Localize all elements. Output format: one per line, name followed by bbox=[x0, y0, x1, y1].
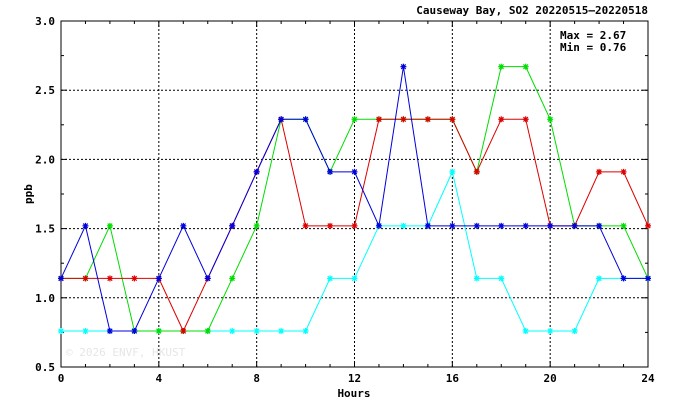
y-axis-label: ppb bbox=[22, 184, 35, 204]
data-point bbox=[449, 116, 456, 123]
data-point bbox=[82, 275, 89, 282]
y-tick-label: 2.5 bbox=[35, 84, 55, 97]
data-point bbox=[620, 275, 627, 282]
data-point bbox=[302, 222, 309, 229]
x-tick-label: 16 bbox=[446, 372, 460, 385]
data-point bbox=[400, 222, 407, 229]
x-axis-label: Hours bbox=[337, 387, 370, 400]
data-point bbox=[106, 328, 113, 335]
data-point bbox=[522, 222, 529, 229]
x-tick-label: 24 bbox=[641, 372, 655, 385]
data-point bbox=[278, 328, 285, 335]
data-point bbox=[424, 222, 431, 229]
data-point bbox=[229, 275, 236, 282]
chart-title: Causeway Bay, SO2 20220515–20220518 bbox=[416, 4, 648, 17]
data-point bbox=[58, 275, 64, 282]
data-point bbox=[400, 63, 407, 70]
data-point bbox=[278, 116, 285, 123]
y-tick-label: 1.0 bbox=[35, 292, 55, 305]
data-point bbox=[498, 63, 505, 70]
x-tick-label: 12 bbox=[348, 372, 361, 385]
x-tick-label: 4 bbox=[156, 372, 163, 385]
data-point bbox=[155, 275, 162, 282]
data-point bbox=[571, 222, 578, 229]
data-point bbox=[106, 222, 113, 229]
data-point bbox=[498, 116, 505, 123]
y-axis: 0.5 1.0 1.5 2.0 2.5 3.0 bbox=[35, 15, 648, 374]
x-tick-label: 20 bbox=[544, 372, 557, 385]
data-point bbox=[571, 328, 578, 335]
data-point bbox=[498, 222, 505, 229]
min-annotation: Min = 0.76 bbox=[560, 41, 627, 54]
data-point bbox=[400, 116, 407, 123]
x-tick-label: 0 bbox=[58, 372, 65, 385]
data-point bbox=[449, 222, 456, 229]
x-tick-label: 8 bbox=[253, 372, 260, 385]
data-point bbox=[351, 168, 358, 175]
data-point bbox=[522, 116, 529, 123]
data-point bbox=[131, 328, 138, 335]
data-point bbox=[547, 116, 554, 123]
series-line bbox=[61, 170, 648, 332]
data-point bbox=[131, 275, 138, 282]
data-point bbox=[547, 328, 554, 335]
data-point bbox=[473, 275, 480, 282]
data-point bbox=[498, 275, 505, 282]
data-point bbox=[327, 168, 334, 175]
y-tick-label: 0.5 bbox=[35, 361, 55, 374]
x-axis: 0 4 8 12 16 20 24 bbox=[58, 21, 655, 385]
series-group bbox=[58, 63, 651, 335]
y-tick-label: 3.0 bbox=[35, 15, 55, 28]
data-point bbox=[522, 63, 529, 70]
data-point bbox=[229, 222, 236, 229]
data-point bbox=[596, 168, 603, 175]
data-point bbox=[229, 328, 236, 335]
data-point bbox=[327, 275, 334, 282]
data-point bbox=[302, 116, 309, 123]
data-point bbox=[375, 222, 382, 229]
data-point bbox=[58, 328, 64, 335]
data-point bbox=[473, 168, 480, 175]
data-point bbox=[620, 222, 627, 229]
data-point bbox=[424, 116, 431, 123]
data-point bbox=[596, 275, 603, 282]
data-point bbox=[473, 222, 480, 229]
y-tick-label: 1.5 bbox=[35, 223, 55, 236]
max-annotation: Max = 2.67 bbox=[560, 29, 626, 42]
data-point bbox=[645, 222, 651, 229]
data-point bbox=[351, 222, 358, 229]
data-point bbox=[645, 275, 651, 282]
data-point bbox=[253, 328, 260, 335]
data-point bbox=[180, 222, 187, 229]
series-0 bbox=[58, 63, 651, 335]
data-point bbox=[620, 168, 627, 175]
data-point bbox=[596, 222, 603, 229]
data-point bbox=[522, 328, 529, 335]
data-point bbox=[106, 275, 113, 282]
data-point bbox=[180, 328, 187, 335]
data-point bbox=[253, 168, 260, 175]
data-point bbox=[327, 222, 334, 229]
data-point bbox=[375, 116, 382, 123]
data-point bbox=[82, 328, 89, 335]
data-point bbox=[155, 328, 162, 335]
data-point bbox=[351, 116, 358, 123]
data-point bbox=[204, 275, 211, 282]
data-point bbox=[449, 168, 456, 175]
data-point bbox=[351, 275, 358, 282]
data-point bbox=[82, 222, 89, 229]
data-point bbox=[547, 222, 554, 229]
data-point bbox=[253, 222, 260, 229]
grid-lines bbox=[61, 21, 648, 367]
data-point bbox=[302, 328, 309, 335]
watermark: © 2026 ENVF, HKUST bbox=[66, 346, 186, 359]
data-point bbox=[204, 328, 211, 335]
y-tick-label: 2.0 bbox=[35, 153, 55, 166]
